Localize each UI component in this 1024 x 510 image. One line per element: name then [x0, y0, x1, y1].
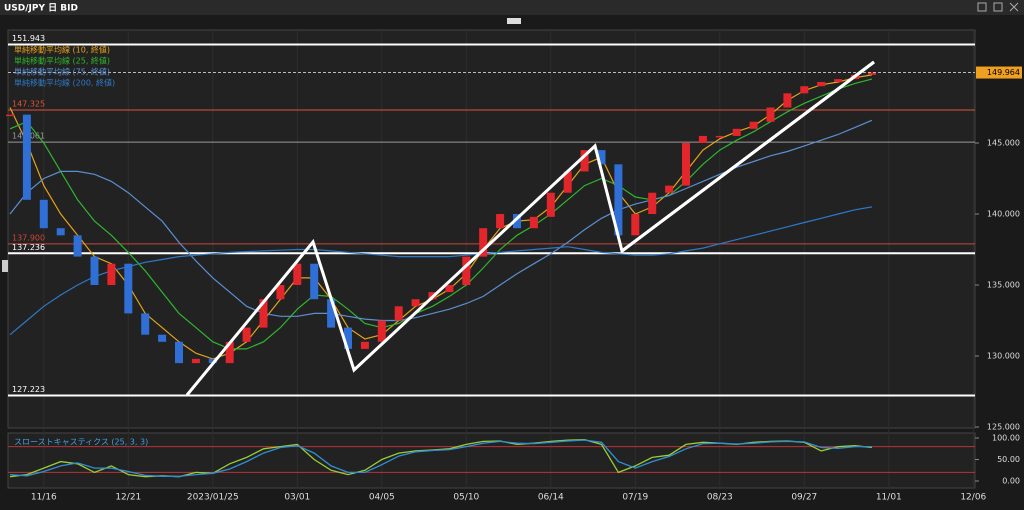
candle [546, 192, 555, 217]
candle [682, 143, 690, 186]
current-price-label: 149.964 [987, 68, 1020, 77]
candle [90, 256, 99, 286]
moving-average-line [9, 206, 873, 336]
collapse-button[interactable] [507, 18, 521, 24]
stochastic-title: スローストキャスティクス (25, 3, 3) [14, 438, 148, 447]
minimize-button[interactable] [977, 2, 987, 12]
y-tick-label: 140.000 [987, 210, 1020, 219]
y-tick-label: 135.000 [987, 281, 1020, 290]
candle [513, 214, 521, 229]
candle [6, 114, 14, 117]
candle [867, 72, 876, 75]
candle [766, 107, 775, 122]
x-tick-label: 03/01 [284, 493, 310, 503]
candle [834, 79, 843, 82]
candle [377, 320, 386, 342]
x-tick-label: 11/01 [876, 493, 902, 503]
candle [496, 214, 505, 229]
candle [631, 214, 640, 236]
y-tick-label: 145.000 [987, 139, 1020, 148]
candle [293, 263, 302, 286]
x-tick-label: 05/10 [453, 493, 479, 503]
candle [597, 150, 606, 165]
trend-lines [185, 60, 875, 396]
candle [141, 313, 150, 335]
candle [783, 93, 792, 108]
x-tick-label: 04/05 [369, 493, 395, 503]
stoch-y-tick-label: 0.00 [1002, 477, 1020, 486]
x-tick-label: 06/14 [538, 493, 564, 503]
current-price-box [976, 66, 1022, 79]
legend-entry: 単純移動平均線 (200, 終値) [14, 78, 115, 88]
legend-entry: 単純移動平均線 (25, 終値) [14, 56, 110, 66]
candle [22, 114, 31, 200]
window-title: USD/JPY 日 BID [4, 3, 78, 14]
candle [698, 135, 707, 144]
candle [124, 263, 133, 314]
level-label: 147.325 [12, 100, 45, 109]
level-label: 137.900 [12, 233, 45, 242]
level-label: 151.943 [12, 34, 45, 43]
y-tick-label: 125.000 [987, 423, 1020, 432]
candle [715, 135, 724, 138]
maximize-button[interactable] [993, 2, 1003, 12]
price-panel [7, 29, 976, 429]
candle [563, 171, 572, 193]
moving-average-line [9, 74, 872, 360]
candle [411, 299, 420, 307]
candle [648, 192, 657, 215]
candle [800, 86, 809, 94]
candle [665, 185, 674, 193]
candle [462, 256, 471, 286]
candle [529, 216, 538, 229]
candle [276, 285, 285, 300]
title-bar [0, 0, 1024, 15]
candle [242, 327, 251, 342]
candle [732, 128, 741, 136]
close-button[interactable] [1009, 2, 1019, 12]
candle [327, 299, 336, 328]
candle [394, 306, 403, 321]
stoch-y-tick-label: 100.00 [992, 434, 1020, 443]
x-tick-label: 11/16 [31, 493, 57, 503]
x-tick-label: 2023/01/25 [187, 493, 239, 503]
candle [360, 341, 369, 349]
candle [445, 285, 454, 293]
level-label: 137.236 [12, 243, 45, 252]
y-tick-label: 130.000 [987, 352, 1020, 361]
candle [749, 121, 758, 129]
candle [259, 299, 268, 328]
side-handle[interactable] [2, 260, 8, 272]
candle [191, 358, 200, 364]
trend-line [621, 60, 875, 253]
candle [175, 341, 183, 364]
legend-entry: 単純移動平均線 (75, 終値) [14, 67, 110, 77]
moving-average-line [9, 78, 873, 350]
candle [614, 164, 623, 236]
x-tick-label: 09/27 [791, 493, 817, 503]
legend-entry: 単純移動平均線 (10, 終値) [14, 45, 110, 55]
x-tick-label: 12/21 [115, 493, 141, 503]
stoch-y-tick-label: 50.00 [997, 455, 1020, 464]
candle [56, 228, 65, 236]
x-tick-label: 12/06 [960, 493, 986, 503]
stochastic-line [9, 439, 872, 477]
candle [107, 263, 116, 286]
x-tick-label: 08/23 [707, 493, 733, 503]
candle [479, 228, 488, 257]
candle [817, 81, 826, 87]
candle [158, 334, 167, 342]
candle [344, 327, 352, 349]
candle [580, 150, 589, 172]
candle [39, 199, 48, 229]
level-label: 127.223 [12, 385, 45, 394]
candle [208, 358, 217, 364]
candle [225, 341, 234, 364]
x-tick-label: 07/19 [622, 493, 648, 503]
marks: 11/16 12/21 2023/01/25 03/01 04/05 05/10 06/14… [6, 30, 1022, 503]
candle [310, 263, 319, 300]
candle [73, 235, 82, 257]
